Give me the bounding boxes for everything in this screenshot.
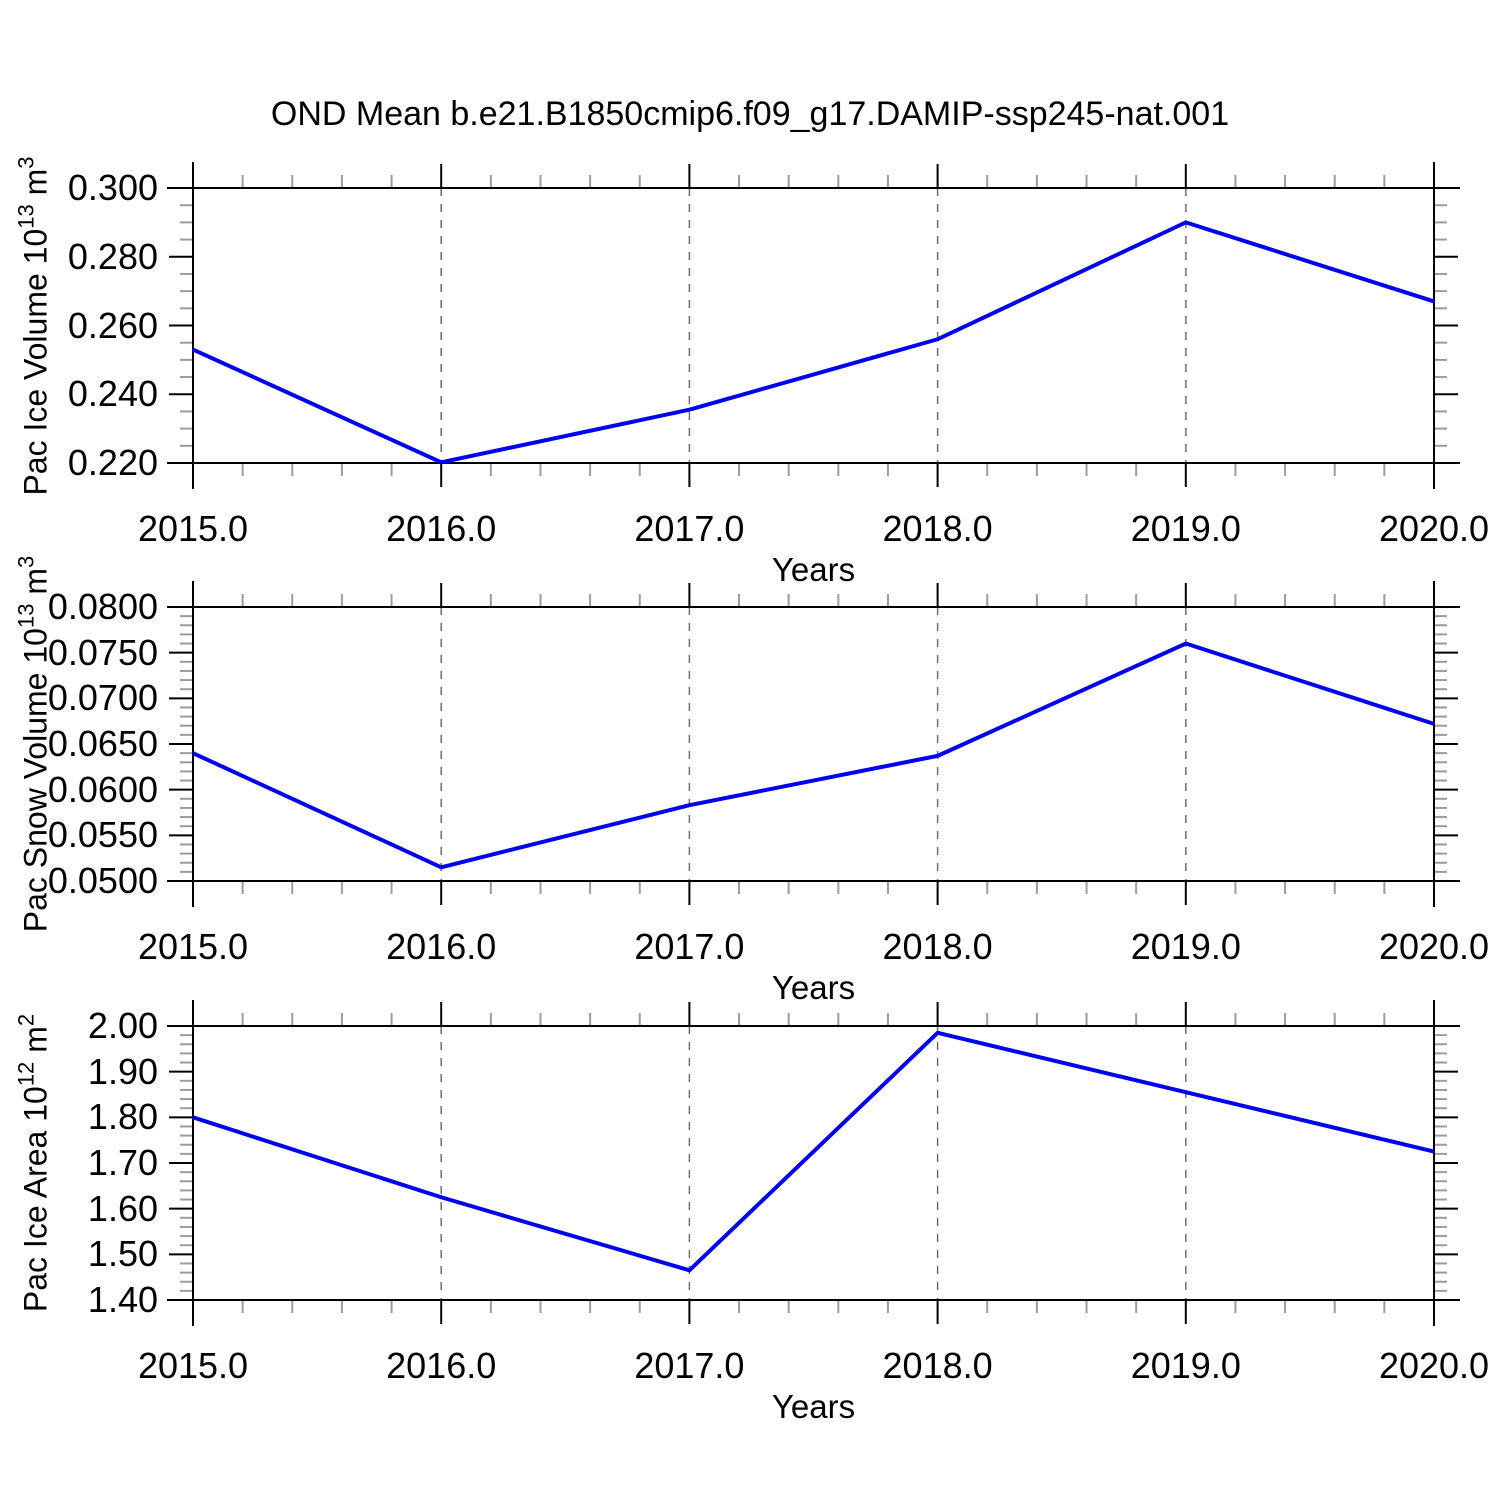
data-line-ice-area — [192, 1030, 1435, 1273]
x-tick-label: 2016.0 — [386, 1345, 497, 1386]
y-tick-label: 0.0550 — [47, 814, 158, 856]
y-tick-label: 0.240 — [67, 373, 158, 415]
x-tick-label: 2019.0 — [1130, 1345, 1241, 1386]
y-tick-label: 0.0600 — [47, 768, 158, 810]
x-tick-label: 2019.0 — [1130, 926, 1241, 967]
y-tick-label: 0.0700 — [47, 677, 158, 719]
x-tick-label: 2017.0 — [634, 926, 745, 967]
data-line-ice-volume — [192, 220, 1435, 465]
x-tick-label: 2018.0 — [882, 508, 993, 549]
x-tick-label: 2020.0 — [1378, 926, 1490, 967]
y-tick-label: 0.280 — [67, 235, 158, 277]
y-tick-label: 0.0750 — [47, 631, 158, 673]
y-tick-label: 1.90 — [87, 1050, 158, 1092]
x-tick-label: 2015.0 — [137, 1345, 249, 1386]
x-tick-label: 2018.0 — [882, 1345, 993, 1386]
y-tick-label: 1.40 — [87, 1279, 158, 1320]
y-tick-label: 1.60 — [87, 1187, 158, 1229]
y-tick-label: 0.260 — [67, 304, 158, 346]
y-axis-label-superscript: 3 — [13, 555, 39, 569]
x-tick-label: 2016.0 — [386, 926, 497, 967]
x-tick-label: 2015.0 — [137, 508, 249, 549]
y-tick-label: 0.0650 — [47, 723, 158, 764]
y-tick-label: 1.80 — [87, 1096, 158, 1138]
x-tick-label: 2016.0 — [386, 508, 497, 549]
x-tick-label: 2019.0 — [1130, 508, 1241, 549]
y-tick-label: 0.0500 — [47, 860, 158, 901]
x-tick-label: 2017.0 — [634, 1345, 745, 1386]
x-axis-label-panel-1: Years — [771, 551, 856, 588]
y-tick-label: 0.0800 — [47, 586, 158, 627]
x-tick-label: 2018.0 — [882, 926, 993, 967]
x-tick-label: 2015.0 — [137, 926, 249, 967]
x-axis-label-panel-3: Years — [771, 1388, 856, 1425]
x-tick-label: 2017.0 — [634, 508, 745, 549]
y-tick-label: 1.70 — [87, 1142, 158, 1183]
y-tick-label: 0.220 — [67, 442, 158, 483]
y-tick-label: 2.00 — [87, 1005, 158, 1046]
x-tick-label: 2020.0 — [1378, 1345, 1490, 1386]
x-axis-label-panel-2: Years — [771, 969, 856, 1006]
data-line-snow-volume — [192, 641, 1435, 870]
chart-title: OND Mean b.e21.B1850cmip6.f09_g17.DAMIP-… — [270, 95, 1230, 133]
y-tick-label: 1.50 — [87, 1233, 158, 1275]
y-tick-label: 0.300 — [67, 167, 158, 208]
x-tick-label: 2020.0 — [1378, 508, 1490, 549]
